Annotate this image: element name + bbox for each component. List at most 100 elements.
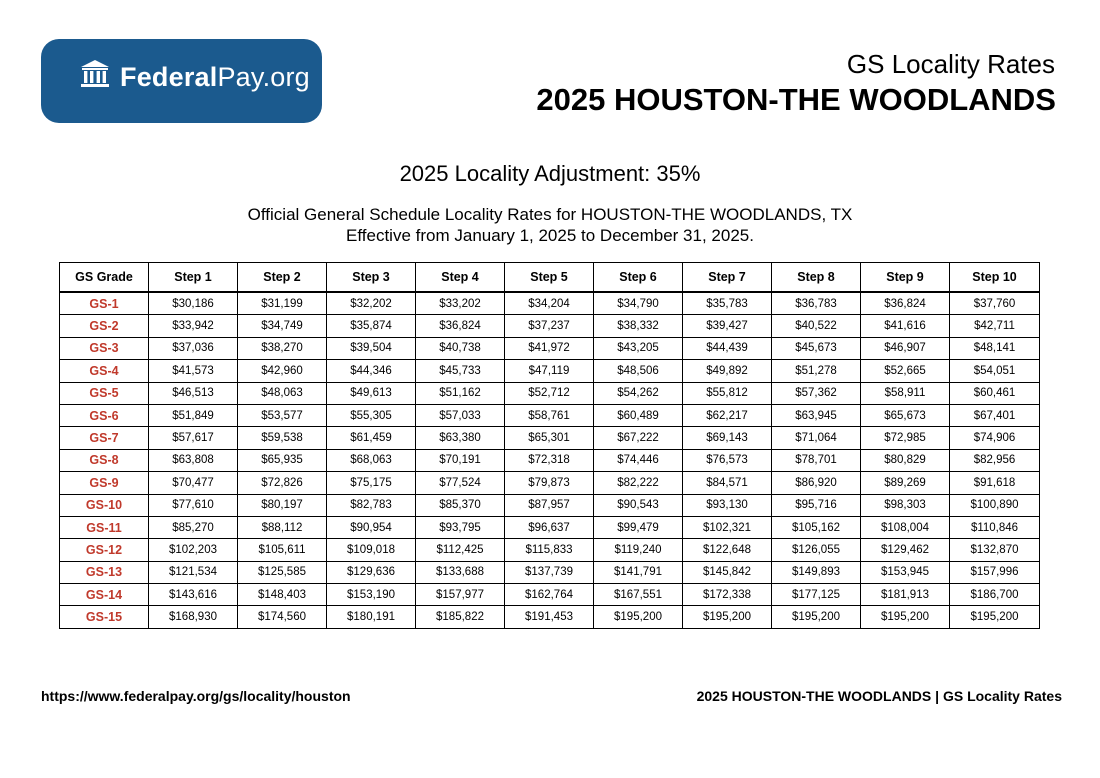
salary-cell: $71,064	[771, 426, 861, 450]
salary-cell: $87,957	[504, 493, 594, 517]
table-row: GS-12 $102,203 $105,611 $109,018 $112,425 $11…	[59, 538, 1040, 562]
salary-cell: $65,673	[860, 403, 950, 428]
table-row: GS-10 $77,610 $80,197 $82,783 $85,370 $87,957…	[59, 493, 1040, 517]
salary-cell: $52,712	[504, 381, 594, 405]
salary-cell: $122,648	[682, 538, 772, 562]
grade-cell: GS-9	[59, 471, 149, 495]
locality-rates-table: GS Grade Step 1 Step 2 Step 3 Step 4 Step 5 St…	[59, 262, 1040, 629]
salary-cell: $195,200	[860, 605, 950, 629]
salary-cell: $55,305	[326, 403, 416, 428]
salary-cell: $58,761	[504, 403, 594, 428]
salary-cell: $57,033	[415, 403, 505, 428]
salary-cell: $62,217	[682, 403, 772, 428]
salary-cell: $42,711	[949, 314, 1040, 338]
logo-text-bold: Federal	[120, 62, 218, 92]
table-row: GS-9 $70,477 $72,826 $75,175 $77,524 $79,873 $…	[59, 471, 1040, 495]
salary-cell: $195,200	[949, 605, 1040, 629]
salary-cell: $99,479	[593, 515, 683, 540]
salary-cell: $35,874	[326, 314, 416, 338]
salary-cell: $36,824	[860, 291, 950, 316]
salary-cell: $70,477	[148, 471, 238, 495]
salary-cell: $145,842	[682, 560, 772, 585]
logo-wordmark: FederalPay.org	[120, 62, 310, 93]
salary-cell: $60,489	[593, 403, 683, 428]
table-row: GS-1 $30,186 $31,199 $32,202 $33,202 $34,204 $…	[59, 291, 1040, 316]
salary-cell: $126,055	[771, 538, 861, 562]
table-row: GS-7 $57,617 $59,538 $61,459 $63,380 $65,301 $…	[59, 426, 1040, 450]
salary-cell: $181,913	[860, 583, 950, 607]
salary-cell: $49,892	[682, 359, 772, 383]
salary-cell: $38,332	[593, 314, 683, 338]
salary-cell: $153,190	[326, 583, 416, 607]
salary-cell: $74,446	[593, 448, 683, 473]
salary-cell: $90,954	[326, 515, 416, 540]
salary-cell: $38,270	[237, 336, 327, 361]
salary-cell: $77,524	[415, 471, 505, 495]
grade-cell: GS-15	[59, 605, 149, 629]
salary-cell: $65,935	[237, 448, 327, 473]
salary-cell: $39,504	[326, 336, 416, 361]
salary-cell: $39,427	[682, 314, 772, 338]
grade-cell: GS-11	[59, 515, 149, 540]
salary-cell: $91,618	[949, 471, 1040, 495]
salary-cell: $82,956	[949, 448, 1040, 473]
salary-cell: $167,551	[593, 583, 683, 607]
salary-cell: $30,186	[148, 291, 238, 316]
salary-cell: $61,459	[326, 426, 416, 450]
salary-cell: $76,573	[682, 448, 772, 473]
salary-cell: $63,380	[415, 426, 505, 450]
salary-cell: $84,571	[682, 471, 772, 495]
salary-cell: $109,018	[326, 538, 416, 562]
salary-cell: $143,616	[148, 583, 238, 607]
salary-cell: $31,199	[237, 291, 327, 316]
grade-cell: GS-10	[59, 493, 149, 517]
grade-cell: GS-3	[59, 336, 149, 361]
table-row: GS-13 $121,534 $125,585 $129,636 $133,688 $13…	[59, 560, 1040, 585]
salary-cell: $44,439	[682, 336, 772, 361]
table-body: GS-1 $30,186 $31,199 $32,202 $33,202 $34,204 $…	[59, 291, 1040, 629]
salary-cell: $148,403	[237, 583, 327, 607]
salary-cell: $105,611	[237, 538, 327, 562]
salary-cell: $60,461	[949, 381, 1040, 405]
grade-cell: GS-12	[59, 538, 149, 562]
salary-cell: $45,673	[771, 336, 861, 361]
salary-cell: $153,945	[860, 560, 950, 585]
salary-cell: $105,162	[771, 515, 861, 540]
federalpay-logo[interactable]: FederalPay.org	[41, 39, 322, 123]
salary-cell: $49,613	[326, 381, 416, 405]
salary-cell: $137,739	[504, 560, 594, 585]
logo-text-regular: Pay.org	[217, 62, 310, 92]
grade-cell: GS-8	[59, 448, 149, 473]
salary-cell: $48,063	[237, 381, 327, 405]
salary-cell: $180,191	[326, 605, 416, 629]
salary-cell: $51,162	[415, 381, 505, 405]
footer-url[interactable]: https://www.federalpay.org/gs/locality/h…	[41, 688, 351, 704]
description-line-2: Effective from January 1, 2025 to Decemb…	[346, 226, 754, 245]
salary-cell: $46,907	[860, 336, 950, 361]
grade-cell: GS-7	[59, 426, 149, 450]
salary-cell: $110,846	[949, 515, 1040, 540]
salary-cell: $195,200	[771, 605, 861, 629]
salary-cell: $34,749	[237, 314, 327, 338]
grade-cell: GS-14	[59, 583, 149, 607]
salary-cell: $133,688	[415, 560, 505, 585]
salary-cell: $195,200	[682, 605, 772, 629]
salary-cell: $68,063	[326, 448, 416, 473]
salary-cell: $162,764	[504, 583, 594, 607]
salary-cell: $55,812	[682, 381, 772, 405]
salary-cell: $129,636	[326, 560, 416, 585]
salary-cell: $70,191	[415, 448, 505, 473]
table-row: GS-8 $63,808 $65,935 $68,063 $70,191 $72,318 $…	[59, 448, 1040, 473]
salary-cell: $102,321	[682, 515, 772, 540]
salary-cell: $37,036	[148, 336, 238, 361]
salary-cell: $141,791	[593, 560, 683, 585]
salary-cell: $52,665	[860, 359, 950, 383]
salary-cell: $157,996	[949, 560, 1040, 585]
salary-cell: $80,197	[237, 493, 327, 517]
salary-cell: $41,972	[504, 336, 594, 361]
salary-cell: $41,616	[860, 314, 950, 338]
salary-cell: $125,585	[237, 560, 327, 585]
salary-cell: $36,824	[415, 314, 505, 338]
salary-cell: $82,222	[593, 471, 683, 495]
salary-cell: $82,783	[326, 493, 416, 517]
